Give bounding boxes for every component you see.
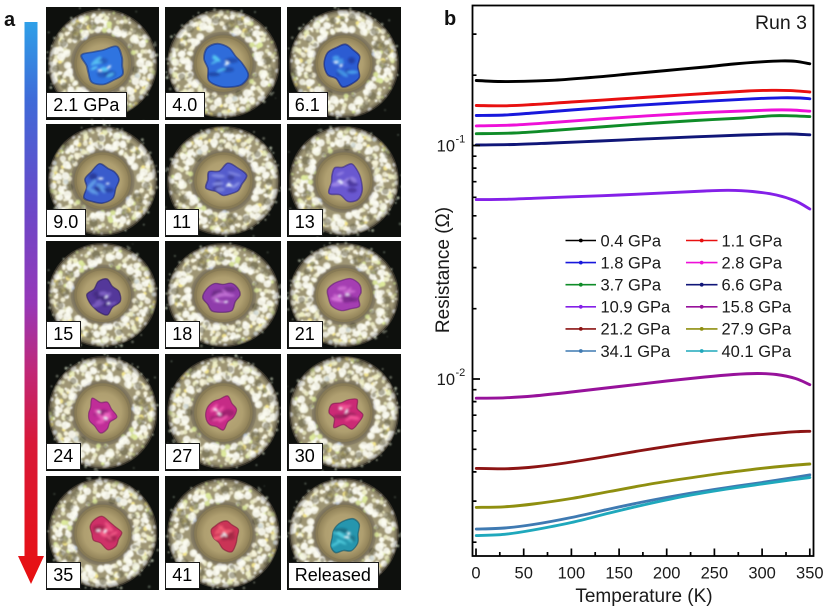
svg-text:6.6 GPa: 6.6 GPa [722, 277, 783, 295]
svg-text:300: 300 [748, 565, 776, 583]
svg-text:34.1 GPa: 34.1 GPa [601, 343, 672, 361]
svg-text:Temperature (K): Temperature (K) [575, 586, 712, 607]
svg-text:21.2 GPa: 21.2 GPa [601, 321, 672, 339]
svg-text:1.8 GPa: 1.8 GPa [601, 254, 662, 272]
svg-text:0.4 GPa: 0.4 GPa [601, 232, 662, 250]
svg-text:1.1 GPa: 1.1 GPa [722, 232, 783, 250]
svg-text:2.8 GPa: 2.8 GPa [722, 254, 783, 272]
svg-text:0: 0 [471, 565, 480, 583]
svg-text:10.9 GPa: 10.9 GPa [601, 299, 672, 317]
svg-text:27.9 GPa: 27.9 GPa [722, 321, 793, 339]
svg-text:Run 3: Run 3 [755, 12, 807, 34]
svg-text:15.8 GPa: 15.8 GPa [722, 299, 793, 317]
svg-text:40.1 GPa: 40.1 GPa [722, 343, 793, 361]
svg-text:50: 50 [515, 565, 533, 583]
svg-text:10: 10 [437, 138, 455, 156]
svg-text:-2: -2 [456, 367, 466, 379]
svg-text:-1: -1 [456, 134, 466, 146]
svg-text:Resistance (Ω): Resistance (Ω) [433, 207, 454, 333]
svg-text:350: 350 [796, 565, 824, 583]
svg-text:3.7 GPa: 3.7 GPa [601, 277, 662, 295]
svg-text:200: 200 [653, 565, 681, 583]
svg-text:100: 100 [558, 565, 586, 583]
svg-text:150: 150 [605, 565, 633, 583]
svg-text:250: 250 [701, 565, 729, 583]
svg-text:10: 10 [437, 371, 455, 389]
